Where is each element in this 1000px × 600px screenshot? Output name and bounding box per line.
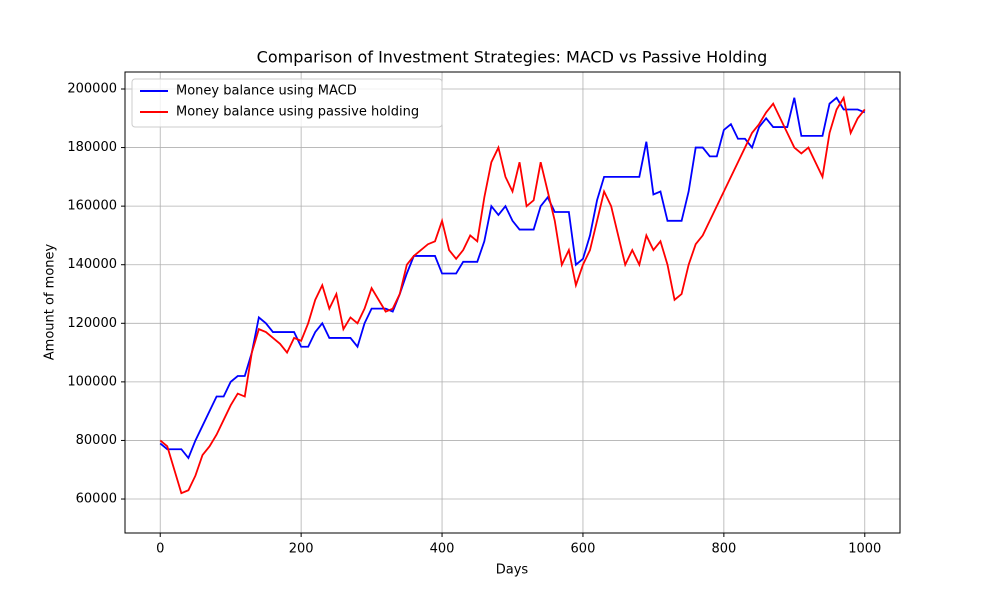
y-tick-label: 80000 bbox=[76, 433, 117, 448]
legend-box bbox=[131, 78, 443, 128]
x-tick-label: 1000 bbox=[848, 542, 881, 557]
y-tick-label: 140000 bbox=[67, 257, 117, 272]
chart-title: Comparison of Investment Strategies: MAC… bbox=[257, 48, 768, 67]
x-axis-label: Days bbox=[496, 563, 529, 578]
legend-label: Money balance using passive holding bbox=[176, 105, 419, 120]
line-series bbox=[159, 95, 866, 495]
y-tick-label: 100000 bbox=[67, 374, 117, 389]
x-tick-label: 0 bbox=[156, 542, 164, 557]
y-tick-label: 180000 bbox=[67, 140, 117, 155]
y-axis-label: Amount of money bbox=[43, 243, 58, 360]
plot-frame bbox=[124, 71, 901, 534]
legend-label: Money balance using MACD bbox=[176, 84, 357, 99]
y-tick-label: 60000 bbox=[76, 492, 117, 507]
x-tick-label: 600 bbox=[571, 542, 596, 557]
y-tick-label: 160000 bbox=[67, 199, 117, 214]
y-tick-label: 200000 bbox=[67, 81, 117, 96]
x-tick-label: 800 bbox=[711, 542, 736, 557]
x-tick-label: 400 bbox=[430, 542, 455, 557]
x-tick-label: 200 bbox=[289, 542, 314, 557]
y-tick-label: 120000 bbox=[67, 316, 117, 331]
